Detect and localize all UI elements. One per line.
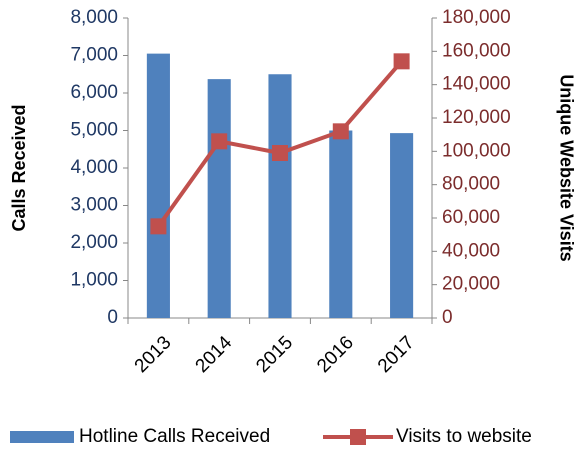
y-tick-label: 5,000: [70, 120, 118, 141]
y2-tick-label: 140,000: [442, 74, 511, 95]
y2-tick-label: 120,000: [442, 107, 511, 128]
y2-axis-title: Unique Website Visits: [556, 74, 576, 261]
y2-tick-label: 180,000: [442, 7, 511, 28]
y2-tick-label: 100,000: [442, 140, 511, 161]
bar: [329, 130, 353, 318]
y2-tick-label: 60,000: [442, 207, 500, 228]
y2-tick-label: 80,000: [442, 174, 500, 195]
marker: [332, 123, 349, 140]
x-tick-label: 2016: [313, 332, 358, 377]
legend-swatch: [350, 429, 366, 445]
bar: [268, 74, 292, 318]
marker: [150, 218, 167, 235]
marker: [393, 53, 410, 70]
marker: [272, 145, 288, 161]
bar: [146, 53, 170, 318]
x-tick-label: 2015: [252, 332, 297, 377]
legend-label: Visits to website: [396, 426, 532, 447]
y2-tick-label: 20,000: [442, 274, 500, 295]
bar: [207, 79, 231, 318]
y-tick-label: 0: [107, 307, 118, 328]
y2-tick-label: 160,000: [442, 40, 511, 61]
y-tick-label: 7,000: [70, 45, 118, 66]
x-tick-label: 2013: [131, 332, 176, 377]
y-tick-label: 2,000: [70, 232, 118, 253]
legend-swatch: [10, 431, 74, 443]
x-tick-label: 2017: [374, 332, 419, 377]
y-tick-label: 4,000: [70, 157, 118, 178]
y-axis-title: Calls Received: [9, 104, 29, 231]
y-tick-label: 3,000: [70, 195, 118, 216]
y-tick-label: 6,000: [70, 82, 118, 103]
y-tick-label: 1,000: [70, 270, 118, 291]
marker: [211, 133, 228, 150]
x-tick-label: 2014: [192, 332, 237, 377]
bar: [390, 133, 414, 318]
y-tick-label: 8,000: [70, 7, 118, 28]
y2-tick-label: 0: [442, 307, 453, 328]
y2-tick-label: 40,000: [442, 240, 500, 261]
legend-label: Hotline Calls Received: [79, 426, 270, 447]
